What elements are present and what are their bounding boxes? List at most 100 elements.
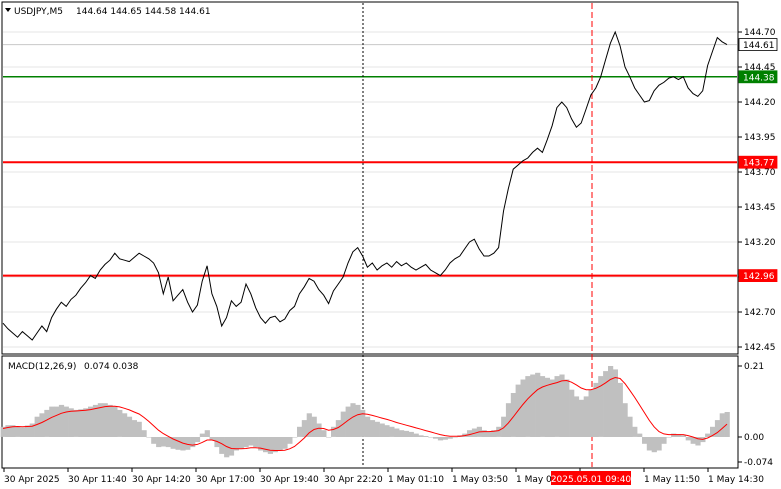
- macd-bar: [685, 437, 691, 441]
- triangle-down-icon[interactable]: [5, 8, 11, 12]
- time-axis-label: 30 Apr 2025: [4, 475, 60, 485]
- macd-bar: [442, 437, 448, 440]
- macd-bar: [214, 437, 220, 448]
- price-axis-label: 142.70: [744, 308, 776, 318]
- macd-bar: [141, 430, 147, 437]
- macd-bar: [583, 396, 589, 437]
- macd-bar: [10, 425, 16, 437]
- macd-bar: [549, 379, 555, 437]
- macd-bar: [676, 434, 682, 437]
- macd-bar: [535, 372, 541, 437]
- macd-bar: [680, 435, 686, 437]
- macd-bar: [598, 376, 604, 437]
- macd-bar: [384, 425, 390, 437]
- macd-bar: [578, 399, 584, 437]
- macd-bar: [243, 437, 249, 448]
- macd-bar: [593, 382, 599, 437]
- macd-bar: [267, 437, 273, 454]
- macd-bar: [316, 423, 322, 437]
- macd-bar: [112, 406, 118, 437]
- macd-bar: [326, 437, 332, 438]
- macd-bar: [199, 433, 205, 437]
- macd-bar: [481, 430, 487, 437]
- price-axis-label: 143.70: [744, 168, 776, 178]
- macd-bar: [360, 409, 366, 437]
- macd-bar: [714, 420, 721, 437]
- macd-bar: [491, 430, 497, 437]
- macd-bar: [126, 416, 133, 437]
- macd-bar: [311, 416, 317, 437]
- macd-bar: [408, 431, 414, 437]
- macd-bar: [156, 437, 162, 448]
- time-axis-label: 30 Apr 14:20: [132, 475, 191, 485]
- macd-bar: [539, 376, 546, 437]
- macd-histogram: [0, 366, 730, 458]
- macd-bar: [58, 404, 65, 437]
- macd-bar: [180, 437, 186, 451]
- macd-bar: [131, 420, 137, 437]
- macd-bar: [573, 396, 580, 437]
- macd-bar: [209, 437, 215, 441]
- time-axis-label: 30 Apr 22:20: [324, 475, 383, 485]
- macd-bar: [136, 421, 142, 437]
- level-label-box: [738, 269, 778, 283]
- macd-bar: [219, 437, 225, 454]
- macd-bar: [544, 377, 550, 437]
- macd-bar: [530, 374, 536, 437]
- level-lines: [3, 44, 737, 277]
- macd-bar: [224, 437, 230, 458]
- time-marker-label: 2025.05.01 09:40: [551, 475, 632, 485]
- level-label-box: [738, 70, 778, 84]
- time-axis-label: 30 Apr 17:00: [196, 475, 255, 485]
- macd-bar: [297, 426, 303, 437]
- macd-bar: [292, 437, 298, 438]
- macd-bar: [695, 437, 701, 446]
- macd-bar: [335, 420, 341, 437]
- macd-bar: [627, 416, 633, 437]
- macd-bar: [452, 437, 458, 438]
- macd-axis-label: -0.074: [744, 458, 773, 468]
- macd-bar: [719, 413, 725, 437]
- macd-bar: [39, 413, 45, 437]
- level-labels: 144.61 144.38 143.77 142.96: [738, 38, 778, 283]
- macd-bar: [63, 406, 69, 437]
- price-axis-label: 144.20: [744, 98, 776, 108]
- macd-bar: [418, 435, 424, 437]
- macd-bar: [29, 423, 35, 437]
- macd-bar: [287, 437, 293, 444]
- macd-bar: [321, 430, 327, 437]
- macd-bar: [306, 413, 312, 437]
- macd-bar: [637, 433, 643, 437]
- macd-bar: [49, 406, 55, 437]
- macd-bar: [433, 437, 439, 439]
- time-axis-label: 30 Apr 19:40: [260, 475, 319, 485]
- signal-line: [2, 376, 728, 451]
- macd-indicator-values: 0.074 0.038: [84, 362, 139, 372]
- macd-bar: [204, 430, 210, 437]
- macd-bar: [185, 437, 191, 450]
- time-axis-label: 1 May 01:10: [388, 475, 444, 485]
- macd-bar: [146, 437, 152, 438]
- macd-bar: [160, 437, 167, 447]
- macd-bar: [282, 437, 288, 449]
- macd-bar: [170, 437, 176, 449]
- macd-bar: [413, 433, 419, 437]
- macd-bar: [437, 437, 444, 441]
- macd-bar: [190, 437, 196, 448]
- macd-bar: [194, 437, 201, 443]
- macd-bar: [705, 433, 711, 437]
- macd-bar: [107, 404, 113, 437]
- price-line: [2, 30, 728, 341]
- macd-bar: [258, 437, 264, 451]
- macd-bar: [253, 437, 259, 448]
- macd-bar: [151, 437, 157, 444]
- macd-indicator-name: MACD(12,26,9): [8, 362, 76, 372]
- macd-bar: [661, 437, 667, 444]
- macd-bar: [646, 437, 652, 451]
- macd-bar: [233, 437, 239, 451]
- macd-bar: [399, 430, 405, 437]
- macd-bar: [428, 437, 434, 438]
- macd-bar: [102, 403, 108, 437]
- time-axis-label: 1 May 11:50: [644, 475, 700, 485]
